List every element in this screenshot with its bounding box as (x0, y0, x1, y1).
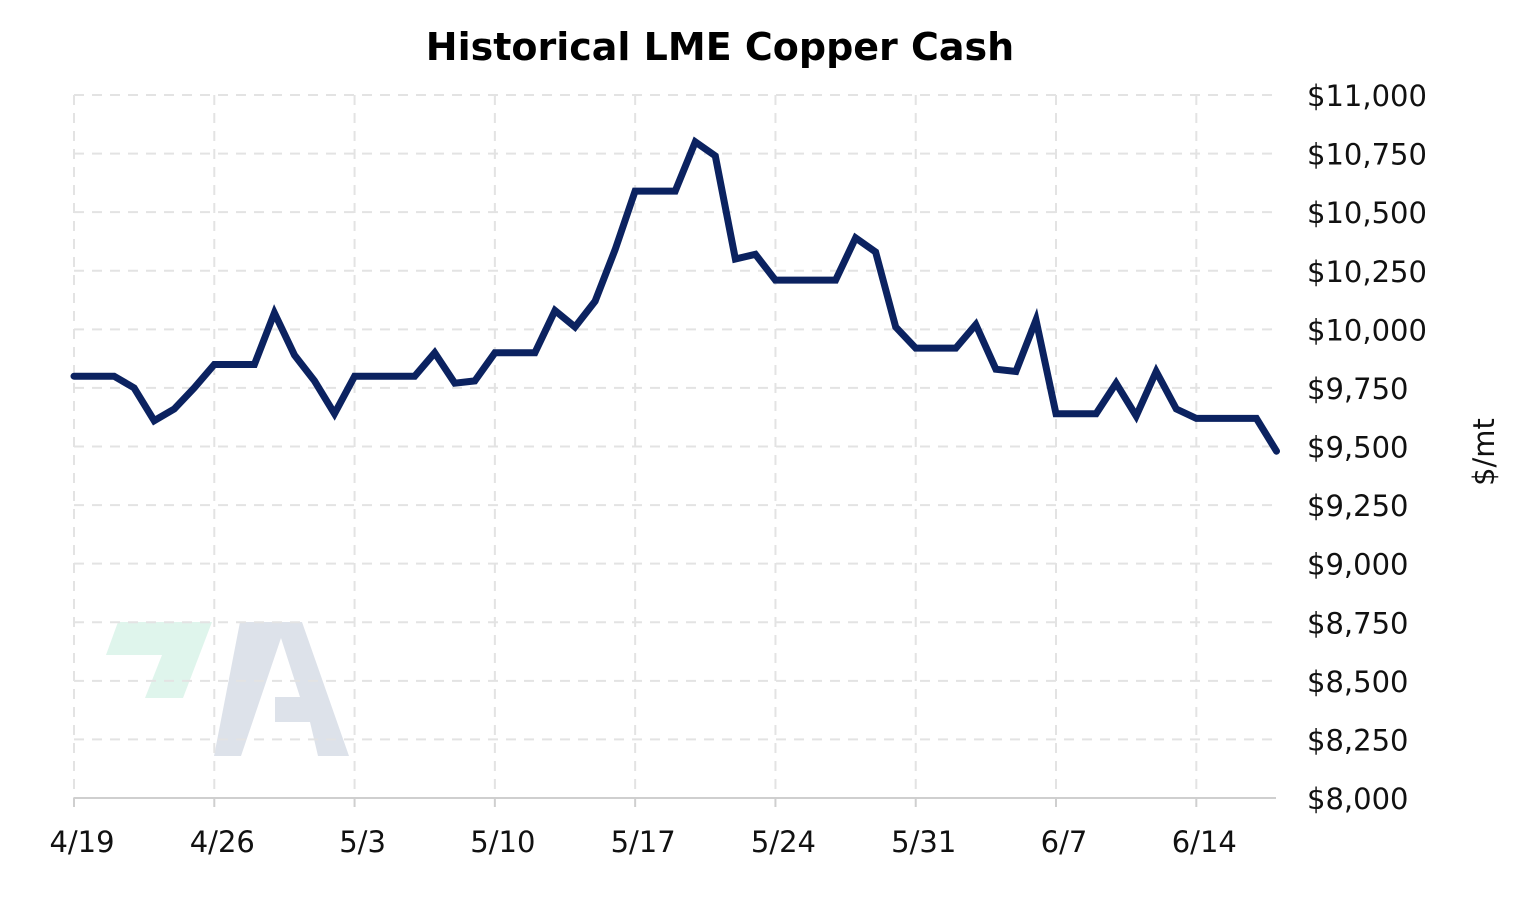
logo-gray-letter (214, 622, 349, 756)
x-tick-label: 5/17 (611, 825, 676, 859)
y-tick-label: $9,250 (1307, 489, 1408, 523)
series-line (70, 136, 1280, 455)
x-tick-label: 5/10 (470, 825, 535, 859)
x-tick-label: 5/3 (339, 825, 386, 859)
y-tick-label: $10,000 (1307, 313, 1427, 347)
y-axis: $11,000 $10,750 $10,500 $10,250 $10,000 $9,75… (1307, 79, 1427, 816)
y-tick-label: $8,000 (1307, 782, 1408, 816)
y-tick-label: $8,500 (1307, 665, 1408, 699)
y-tick-label: $10,500 (1307, 196, 1427, 230)
y-tick-label: $9,500 (1307, 431, 1408, 465)
y-tick-label: $10,750 (1307, 138, 1427, 172)
a-brand-logo-icon (106, 622, 349, 756)
x-tick-label: 6/14 (1172, 825, 1237, 859)
x-tick-labels: 4/19 4/26 5/3 5/10 5/17 5/24 5/31 6/7 6/14 (49, 825, 1236, 859)
y-tick-label: $9,750 (1307, 372, 1408, 406)
y-tick-label: $9,000 (1307, 548, 1408, 582)
x-tick-label: 4/26 (190, 825, 255, 859)
series (70, 136, 1280, 455)
chart-title: Historical LME Copper Cash (426, 25, 1014, 69)
y-tick-label: $10,250 (1307, 255, 1427, 289)
y-tick-label: $8,750 (1307, 606, 1408, 640)
y-tick-label: $8,250 (1307, 723, 1408, 757)
y-tick-label: $11,000 (1307, 79, 1427, 113)
x-tick-label: 4/19 (49, 825, 114, 859)
logo-green-stripe (106, 622, 212, 698)
x-tick-label: 5/31 (891, 825, 956, 859)
x-axis (73, 797, 1276, 807)
x-tick-label: 6/7 (1041, 825, 1088, 859)
x-tick-label: 5/24 (751, 825, 816, 859)
grid (73, 94, 1276, 798)
y-axis-label: $/mt (1467, 418, 1501, 486)
